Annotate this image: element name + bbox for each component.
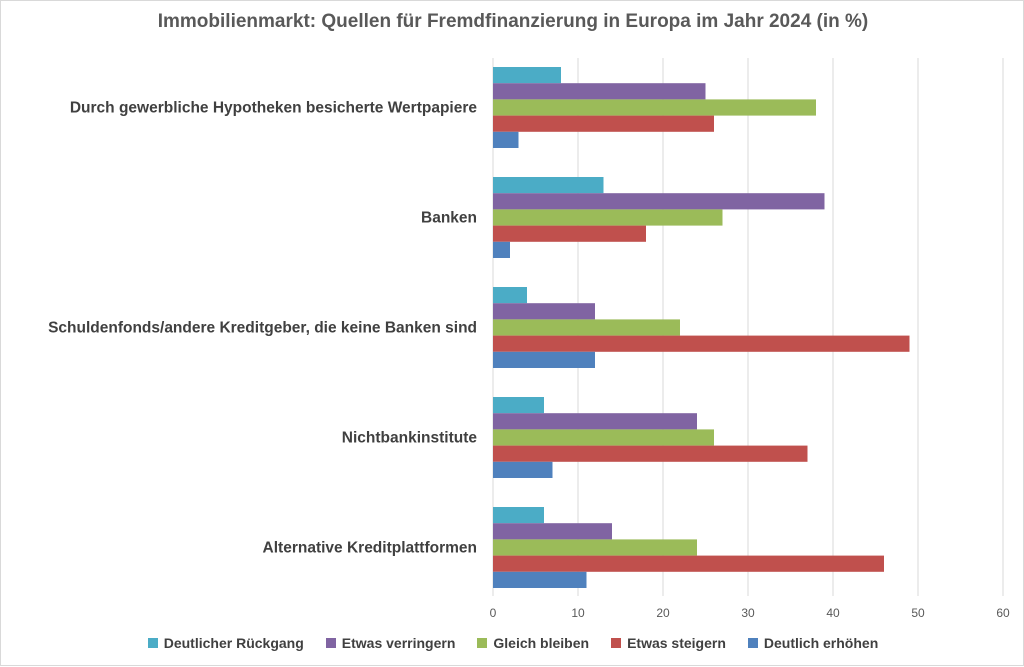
legend-item: Etwas verringern (325, 635, 456, 651)
bar-4-4 (493, 445, 808, 462)
legend-label: Etwas steigern (627, 635, 726, 651)
legend-label: Etwas verringern (341, 635, 456, 651)
legend-swatch (611, 638, 622, 648)
bar-1-2 (493, 83, 706, 100)
bar-4-1 (493, 397, 544, 414)
legend-item: Gleich bleiben (477, 635, 589, 651)
bar-3-3 (493, 319, 680, 336)
x-tick-label: 40 (826, 606, 840, 620)
x-tick-label: 30 (741, 606, 755, 620)
bar-2-5 (493, 241, 510, 258)
bars (493, 67, 910, 588)
bar-1-5 (493, 131, 519, 148)
x-tick-label: 50 (911, 606, 925, 620)
bar-5-3 (493, 539, 697, 556)
bar-3-1 (493, 287, 527, 304)
legend-label: Deutlicher Rückgang (163, 635, 304, 651)
bar-2-2 (493, 193, 825, 210)
bar-3-4 (493, 335, 910, 352)
bar-5-5 (493, 571, 587, 588)
category-label: Alternative Kreditplattformen (263, 540, 477, 557)
legend-swatch (477, 638, 488, 648)
x-tick-label: 60 (996, 606, 1010, 620)
x-tick-label: 10 (571, 606, 585, 620)
legend-label: Gleich bleiben (493, 635, 590, 651)
legend-item: Deutlich erhöhen (747, 635, 879, 651)
legend-swatch (147, 638, 158, 648)
bar-5-2 (493, 523, 612, 540)
legend-swatch (747, 638, 758, 648)
x-tick-labels: 0 10 20 30 40 50 60 (490, 606, 1010, 620)
x-tick-label: 20 (656, 606, 670, 620)
category-label: Durch gewerbliche Hypotheken besicherte … (70, 100, 478, 117)
x-tick-label: 0 (490, 606, 497, 620)
legend-item: Etwas steigern (611, 635, 726, 651)
bar-2-4 (493, 225, 646, 242)
bar-2-1 (493, 177, 604, 194)
legend: Deutlicher Rückgang Etwas verringern Gleic… (1, 632, 1024, 654)
bar-1-4 (493, 115, 714, 132)
bar-4-3 (493, 429, 714, 446)
bar-2-3 (493, 209, 723, 226)
bar-1-3 (493, 99, 816, 116)
bar-5-1 (493, 507, 544, 524)
chart-title: Immobilienmarkt: Quellen für Fremdfinanz… (157, 11, 869, 32)
bar-3-2 (493, 303, 595, 320)
bar-4-5 (493, 461, 553, 478)
legend-label: Deutlich erhöhen (763, 635, 879, 651)
category-label: Nichtbankinstitute (342, 430, 478, 447)
legend-swatch (325, 638, 336, 648)
category-label: Schuldenfonds/andere Kreditgeber, die ke… (48, 320, 477, 337)
bar-4-2 (493, 413, 697, 430)
category-label: Banken (421, 210, 477, 227)
bar-3-5 (493, 351, 595, 368)
category-labels: Durch gewerbliche Hypotheken besicherte … (48, 100, 477, 557)
legend-item: Deutlicher Rückgang (147, 635, 304, 651)
bar-5-4 (493, 555, 884, 572)
bar-1-1 (493, 67, 561, 84)
